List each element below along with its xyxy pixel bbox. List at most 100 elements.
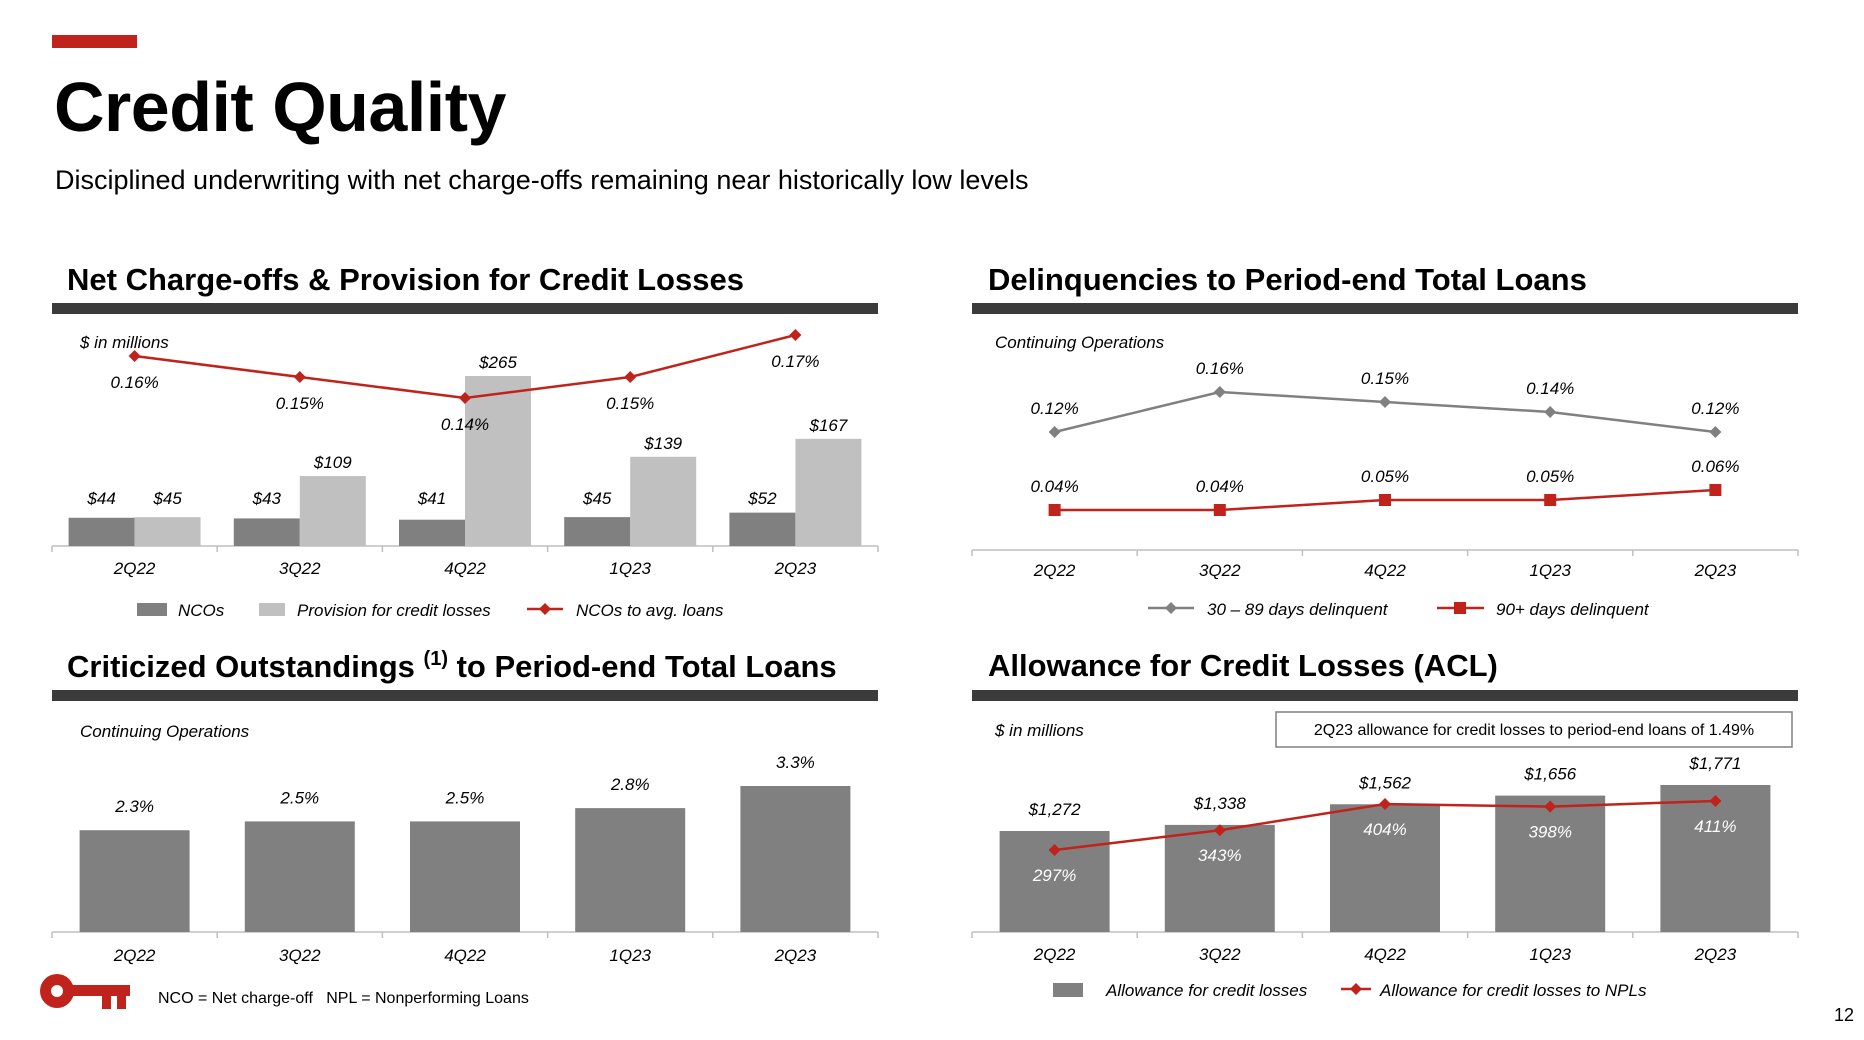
acl-ratio-label: 411% — [1694, 817, 1736, 836]
crit-bar-label: 2.5% — [445, 788, 485, 807]
delinq-x-tick-label: 1Q23 — [1529, 561, 1571, 580]
acl-ratio-label: 398% — [1528, 823, 1571, 842]
nco-ratio-marker — [459, 392, 471, 404]
acl-ratio-label: 297% — [1032, 866, 1076, 885]
crit-panel-rule — [52, 690, 878, 701]
crit-x-tick-label: 2Q23 — [774, 946, 817, 965]
legend-90-plus-marker — [1454, 602, 1466, 614]
nco-bar-label: $45 — [582, 489, 612, 508]
acl-bar-label: $1,272 — [1028, 800, 1082, 819]
delinq-panel-title: Delinquencies to Period-end Total Loans — [988, 262, 1587, 297]
nco-x-tick-label: 1Q23 — [609, 559, 651, 578]
acl-ratio-marker — [1213, 824, 1226, 837]
acl-x-tick-label: 3Q22 — [1199, 945, 1241, 964]
provision-bar-label: $109 — [313, 453, 352, 472]
delinq-30-89-label: 0.16% — [1196, 359, 1244, 378]
delinq-30-89-label: 0.14% — [1526, 379, 1574, 398]
acl-bar-label: $1,338 — [1193, 794, 1247, 813]
delinq-30-89-marker — [1709, 426, 1722, 438]
provision-bar-label: $265 — [478, 353, 517, 372]
legend-90-plus-label: 90+ days delinquent — [1496, 600, 1650, 619]
crit-bar-label: 3.3% — [776, 753, 815, 772]
legend-nco-label: NCOs — [178, 601, 225, 620]
legend-acl-swatch — [1053, 983, 1083, 997]
acl-ratio-marker — [1048, 844, 1061, 856]
page-subtitle: Disciplined underwriting with net charge… — [55, 165, 1029, 195]
delinq-90-plus-label: 0.06% — [1691, 457, 1739, 476]
provision-bar-label: $167 — [808, 416, 847, 435]
nco-ratio-label: 0.17% — [771, 352, 819, 371]
crit-bar-label: 2.3% — [114, 797, 154, 816]
delinq-90-plus-marker — [1379, 494, 1391, 506]
acl-panel-title: Allowance for Credit Losses (ACL) — [988, 648, 1498, 683]
acl-bar — [1330, 804, 1440, 932]
nco-ratio-label: 0.16% — [110, 373, 158, 392]
delinq-90-plus-marker — [1213, 504, 1226, 516]
nco-bar-label: $43 — [252, 489, 282, 508]
acl-bar-label: $1,656 — [1523, 765, 1577, 784]
acl-panel-rule — [972, 690, 1798, 701]
delinq-30-89-label: 0.15% — [1361, 369, 1409, 388]
acl-bar — [1164, 824, 1275, 932]
nco-ratio-marker — [624, 371, 637, 383]
page-title: Credit Quality — [54, 68, 506, 146]
provision-bar — [630, 456, 697, 546]
acl-ratio-marker — [1379, 798, 1391, 811]
legend-30-89-marker — [1165, 602, 1177, 614]
legend-provision-label: Provision for credit losses — [297, 601, 491, 620]
nco-panel-title: Net Charge-offs & Provision for Credit L… — [67, 262, 744, 297]
delinq-30-89-label: 0.12% — [1691, 399, 1739, 418]
acl-x-tick-label: 2Q23 — [1694, 945, 1737, 964]
crit-x-tick-label: 2Q22 — [113, 946, 156, 965]
nco-bar — [729, 512, 796, 546]
nco-bar-label: $44 — [86, 489, 115, 508]
page-number: 12 — [1834, 1005, 1855, 1025]
crit-bar — [410, 821, 520, 932]
crit-bar — [244, 821, 355, 932]
acl-ratio-label: 343% — [1198, 846, 1241, 865]
nco-ratio-marker — [128, 350, 141, 362]
crit-bar — [79, 830, 190, 932]
delinq-90-plus-label: 0.05% — [1526, 467, 1574, 486]
legend-ratio-label: NCOs to avg. loans — [576, 601, 724, 620]
delinq-90-plus-marker — [1048, 504, 1061, 516]
acl-bar-label: $1,771 — [1688, 754, 1741, 773]
footnote: NCO = Net charge-off NPL = Nonperforming… — [158, 990, 529, 1007]
delinq-90-plus-label: 0.05% — [1361, 467, 1409, 486]
provision-bar — [465, 376, 531, 546]
crit-bar — [740, 786, 851, 932]
nco-x-tick-label: 4Q22 — [444, 559, 486, 578]
nco-x-tick-label: 3Q22 — [279, 559, 321, 578]
nco-ratio-marker — [789, 329, 802, 341]
legend-acl-ratio-marker — [1350, 983, 1362, 995]
nco-ratio-label: 0.14% — [441, 415, 489, 434]
crit-x-tick-label: 4Q22 — [444, 946, 486, 965]
crit-x-tick-label: 3Q22 — [279, 946, 321, 965]
crit-bar — [575, 808, 686, 932]
nco-x-tick-label: 2Q22 — [113, 559, 156, 578]
delinq-30-89-marker — [1213, 386, 1226, 398]
crit-title-main: Criticized Outstandings — [67, 649, 424, 684]
crit-title-tail: to Period-end Total Loans — [447, 649, 837, 684]
key-logo-icon — [40, 974, 130, 1009]
delinq-x-tick-label: 3Q22 — [1199, 561, 1241, 580]
acl-callout-box — [1275, 711, 1793, 748]
delinq-x-tick-label: 2Q22 — [1033, 561, 1076, 580]
nco-ratio-label: 0.15% — [276, 394, 324, 413]
acl-x-tick-label: 4Q22 — [1364, 945, 1406, 964]
nco-bar-label: $41 — [417, 489, 446, 508]
delinq-30-89-marker — [1544, 406, 1557, 418]
nco-x-tick-label: 2Q23 — [774, 559, 817, 578]
acl-ratio-label: 404% — [1363, 820, 1406, 839]
nco-bar-label: $52 — [747, 489, 777, 508]
acl-bar — [1660, 785, 1771, 932]
nco-bar — [399, 519, 465, 546]
crit-bar-label: 2.5% — [279, 788, 319, 807]
crit-title-footnote-marker: (1) — [423, 648, 448, 670]
crit-units-note: Continuing Operations — [80, 722, 250, 741]
legend-30-89-label: 30 – 89 days delinquent — [1207, 600, 1389, 619]
nco-bar — [68, 517, 135, 546]
acl-bar-label: $1,562 — [1358, 773, 1412, 792]
delinq-90-plus-label: 0.04% — [1030, 477, 1078, 496]
legend-provision-swatch — [259, 603, 285, 616]
